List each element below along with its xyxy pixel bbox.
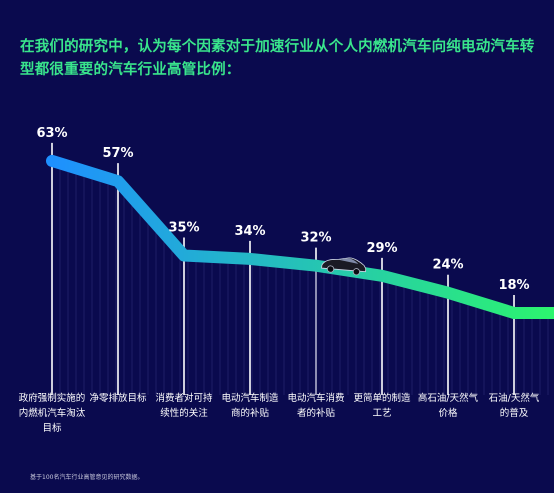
value-label: 24%	[432, 258, 463, 273]
category-label: 电动汽车消费者的补贴	[287, 392, 344, 419]
category-label: 高石油/天然气价格	[418, 392, 479, 419]
value-label: 32%	[300, 231, 331, 246]
category-label: 石油/天然气的普及	[489, 392, 540, 419]
value-label: 63%	[36, 126, 67, 141]
value-label: 34%	[234, 224, 265, 239]
chart-title: 在我们的研究中，认为每个因素对于加速行业从个人内燃机汽车向纯电动汽车转型都很重要…	[20, 39, 535, 78]
electric-car-icon	[321, 257, 367, 276]
footnote: 基于100名汽车行业高管意见的研究数据。	[30, 474, 144, 481]
category-label: 更简单的制造工艺	[353, 392, 411, 419]
category-label: 净零排放目标	[89, 392, 147, 404]
category-label: 电动汽车制造商的补贴	[221, 392, 279, 419]
value-label: 35%	[168, 221, 199, 236]
category-label: 政府强制实施的内燃机汽车淘汰目标	[19, 392, 86, 434]
value-label: 29%	[366, 241, 397, 256]
series-line	[46, 154, 554, 319]
value-label: 57%	[102, 146, 133, 161]
category-label: 消费者对可持续性的关注	[155, 392, 213, 419]
value-label: 18%	[498, 278, 529, 293]
